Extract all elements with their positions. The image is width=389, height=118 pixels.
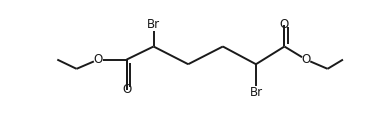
Text: O: O — [301, 53, 311, 66]
Text: O: O — [93, 53, 103, 66]
Text: Br: Br — [249, 86, 263, 99]
Text: O: O — [280, 18, 289, 31]
Text: Br: Br — [147, 18, 160, 31]
Text: O: O — [122, 83, 131, 96]
